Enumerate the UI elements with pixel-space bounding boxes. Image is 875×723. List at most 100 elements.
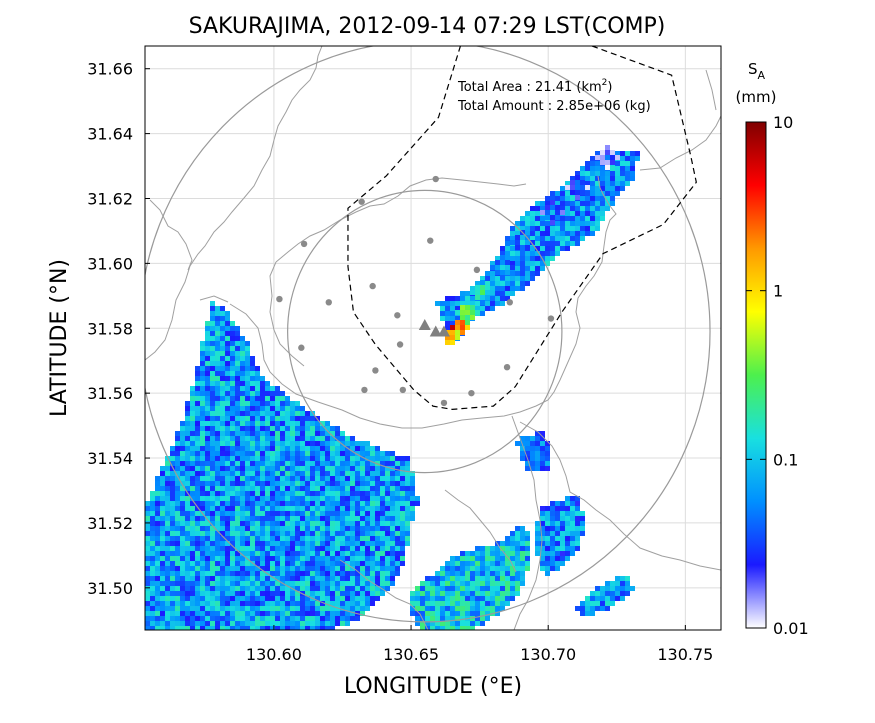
field-cell — [210, 556, 215, 561]
field-cell — [330, 601, 335, 606]
field-cell — [300, 601, 305, 606]
field-cell — [340, 536, 345, 541]
field-cell — [235, 406, 240, 411]
station-marker — [432, 175, 439, 183]
field-cell — [515, 276, 520, 281]
field-cell — [560, 246, 565, 251]
field-cell — [315, 556, 320, 561]
plume-cell — [515, 245, 520, 250]
field-cell — [490, 301, 495, 306]
field-cell — [275, 586, 280, 591]
field-cell — [445, 596, 450, 601]
field-cell — [305, 441, 310, 446]
field-cell — [310, 496, 315, 501]
field-cell — [590, 171, 595, 176]
field-cell — [480, 561, 485, 566]
field-cell — [385, 586, 390, 591]
field-cell — [625, 591, 630, 596]
field-cell — [210, 561, 215, 566]
field-cell — [500, 571, 505, 576]
field-cell — [205, 366, 210, 371]
field-cell — [210, 576, 215, 581]
field-cell — [230, 486, 235, 491]
field-cell — [170, 471, 175, 476]
field-cell — [320, 421, 325, 426]
field-cell — [230, 606, 235, 611]
field-cell — [325, 546, 330, 551]
field-cell — [195, 551, 200, 556]
field-cell — [195, 381, 200, 386]
plume-cell — [445, 340, 450, 345]
field-cell — [620, 166, 625, 171]
field-cell — [535, 521, 540, 526]
field-cell — [490, 586, 495, 591]
field-cell — [285, 446, 290, 451]
field-cell — [260, 376, 265, 381]
field-cell — [540, 566, 545, 571]
field-cell — [180, 441, 185, 446]
field-cell — [530, 231, 535, 236]
field-cell — [485, 306, 490, 311]
field-cell — [570, 511, 575, 516]
field-cell — [190, 516, 195, 521]
field-cell — [325, 616, 330, 621]
field-cell — [310, 421, 315, 426]
field-cell — [205, 371, 210, 376]
field-cell — [190, 426, 195, 431]
field-cell — [240, 381, 245, 386]
field-cell — [550, 521, 555, 526]
station-marker — [440, 399, 448, 407]
field-cell — [230, 466, 235, 471]
field-cell — [290, 491, 295, 496]
field-cell — [260, 476, 265, 481]
field-cell — [315, 591, 320, 596]
field-cell — [545, 441, 550, 446]
field-cell — [365, 601, 370, 606]
field-cell — [480, 306, 485, 311]
field-cell — [240, 421, 245, 426]
field-cell — [505, 566, 510, 571]
field-cell — [525, 556, 530, 561]
field-cell — [395, 491, 400, 496]
field-cell — [490, 596, 495, 601]
field-cell — [155, 591, 160, 596]
field-cell — [590, 166, 595, 171]
field-cell — [470, 561, 475, 566]
field-cell — [385, 521, 390, 526]
field-cell — [570, 206, 575, 211]
field-cell — [285, 491, 290, 496]
field-cell — [185, 476, 190, 481]
field-cell — [330, 471, 335, 476]
field-cell — [455, 596, 460, 601]
field-cell — [260, 606, 265, 611]
field-cell — [280, 466, 285, 471]
field-cell — [330, 431, 335, 436]
field-cell — [300, 441, 305, 446]
plume-cell — [505, 270, 510, 275]
field-cell — [350, 611, 355, 616]
field-cell — [240, 491, 245, 496]
field-cell — [550, 546, 555, 551]
field-cell — [285, 416, 290, 421]
field-cell — [605, 171, 610, 176]
field-cell — [205, 456, 210, 461]
field-cell — [405, 506, 410, 511]
field-cell — [265, 621, 270, 626]
field-cell — [255, 371, 260, 376]
field-cell — [185, 456, 190, 461]
field-cell — [265, 561, 270, 566]
field-cell — [320, 546, 325, 551]
field-cell — [260, 391, 265, 396]
field-cell — [300, 566, 305, 571]
field-cell — [475, 611, 480, 616]
plume-cell — [615, 155, 620, 160]
field-cell — [280, 531, 285, 536]
field-cell — [240, 361, 245, 366]
field-cell — [325, 561, 330, 566]
field-cell — [490, 571, 495, 576]
field-cell — [215, 351, 220, 356]
field-cell — [235, 571, 240, 576]
field-cell — [170, 516, 175, 521]
field-cell — [535, 541, 540, 546]
field-cell — [470, 296, 475, 301]
